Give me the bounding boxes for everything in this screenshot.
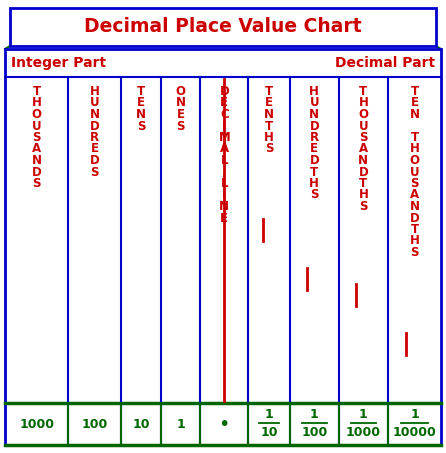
Text: Integer Part: Integer Part — [11, 56, 106, 70]
Text: 1: 1 — [264, 408, 273, 420]
Text: 1: 1 — [410, 408, 419, 420]
Text: H: H — [264, 131, 274, 144]
Text: N: N — [358, 154, 368, 167]
Text: E: E — [220, 212, 228, 225]
Text: N: N — [409, 108, 419, 121]
Text: S: S — [265, 143, 273, 155]
Text: H: H — [90, 85, 100, 98]
Text: 1: 1 — [359, 408, 368, 420]
Text: H: H — [359, 96, 368, 110]
Text: D: D — [359, 165, 368, 178]
Text: U: U — [409, 165, 419, 178]
Text: U: U — [359, 120, 368, 132]
Text: U: U — [90, 96, 99, 110]
Text: N: N — [90, 108, 100, 121]
Text: T: T — [410, 223, 418, 236]
Text: A: A — [32, 143, 41, 155]
Text: 10000: 10000 — [392, 425, 436, 439]
Text: I: I — [222, 188, 227, 202]
Text: A: A — [220, 143, 229, 155]
Text: 1000: 1000 — [346, 425, 381, 439]
Text: N: N — [309, 108, 319, 121]
Text: H: H — [32, 96, 41, 110]
Text: U: U — [310, 96, 319, 110]
Text: N: N — [32, 154, 41, 167]
Text: N: N — [136, 108, 146, 121]
FancyBboxPatch shape — [10, 8, 436, 46]
Text: D: D — [32, 165, 41, 178]
Text: T: T — [410, 85, 418, 98]
Text: 1: 1 — [310, 408, 319, 420]
Text: N: N — [264, 108, 274, 121]
Text: 1000: 1000 — [19, 418, 54, 430]
Text: 100: 100 — [301, 425, 327, 439]
Text: M: M — [219, 131, 230, 144]
Text: A: A — [359, 143, 368, 155]
Text: O: O — [176, 85, 186, 98]
Text: H: H — [359, 188, 368, 202]
Text: 1: 1 — [176, 418, 185, 430]
Text: S: S — [359, 200, 368, 213]
Text: .: . — [222, 165, 227, 178]
Text: H: H — [409, 143, 419, 155]
Text: D: D — [219, 85, 229, 98]
Text: R: R — [310, 131, 319, 144]
Text: D: D — [310, 154, 319, 167]
Text: H: H — [310, 177, 319, 190]
Text: 100: 100 — [82, 418, 108, 430]
Text: O: O — [358, 108, 368, 121]
Text: Decimal Place Value Chart: Decimal Place Value Chart — [84, 18, 362, 37]
Text: T: T — [33, 85, 41, 98]
Text: S: S — [359, 131, 368, 144]
Text: E: E — [137, 96, 145, 110]
Text: T: T — [410, 131, 418, 144]
Text: E: E — [310, 143, 318, 155]
Text: D: D — [310, 120, 319, 132]
Text: I: I — [222, 120, 227, 132]
Text: T: T — [137, 85, 145, 98]
Text: N: N — [409, 200, 419, 213]
Text: C: C — [220, 108, 229, 121]
Text: O: O — [32, 108, 41, 121]
Text: T: T — [359, 85, 368, 98]
Text: A: A — [410, 188, 419, 202]
Text: H: H — [409, 235, 419, 247]
Text: •: • — [219, 414, 230, 434]
Text: T: T — [265, 85, 273, 98]
Text: T: T — [310, 165, 318, 178]
Text: H: H — [310, 85, 319, 98]
Text: E: E — [91, 143, 99, 155]
Text: N: N — [219, 200, 229, 213]
Text: T: T — [265, 120, 273, 132]
Text: N: N — [176, 96, 186, 110]
Text: L: L — [220, 154, 228, 167]
Text: E: E — [265, 96, 273, 110]
Text: S: S — [33, 177, 41, 190]
Text: D: D — [90, 154, 99, 167]
Text: S: S — [410, 246, 419, 259]
Text: 10: 10 — [260, 425, 278, 439]
Text: E: E — [410, 96, 418, 110]
Text: S: S — [310, 188, 318, 202]
Text: E: E — [220, 96, 228, 110]
FancyBboxPatch shape — [5, 49, 441, 445]
Text: E: E — [177, 108, 185, 121]
Text: U: U — [32, 120, 41, 132]
Text: S: S — [91, 165, 99, 178]
Text: 10: 10 — [132, 418, 150, 430]
Text: T: T — [359, 177, 368, 190]
Text: S: S — [137, 120, 145, 132]
Text: R: R — [90, 131, 99, 144]
Text: Decimal Part: Decimal Part — [335, 56, 435, 70]
Text: S: S — [176, 120, 185, 132]
Text: D: D — [409, 212, 419, 225]
Text: S: S — [410, 177, 419, 190]
Text: S: S — [33, 131, 41, 144]
Text: O: O — [409, 154, 419, 167]
Text: L: L — [220, 177, 228, 190]
Text: D: D — [90, 120, 99, 132]
